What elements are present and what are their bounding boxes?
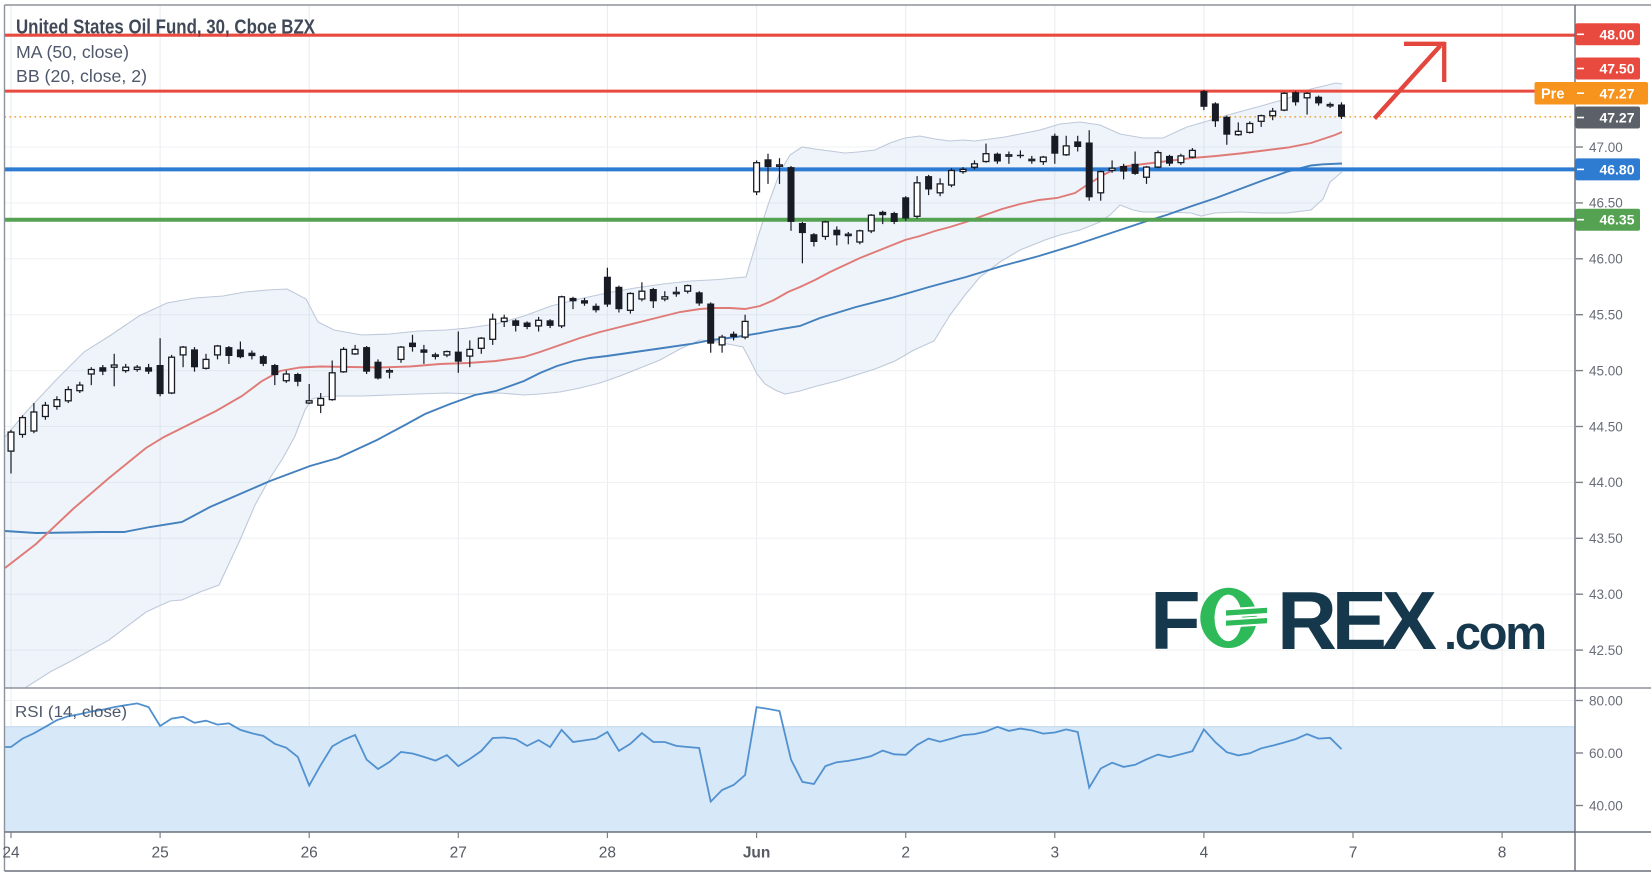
svg-text:.com: .com (1444, 606, 1547, 659)
svg-text:47.27: 47.27 (1599, 85, 1634, 101)
svg-text:Jun: Jun (743, 845, 771, 862)
svg-text:47.50: 47.50 (1599, 61, 1634, 77)
svg-text:26: 26 (301, 845, 318, 862)
svg-text:44.00: 44.00 (1589, 475, 1623, 490)
svg-text:25: 25 (151, 845, 168, 862)
svg-text:46.00: 46.00 (1589, 252, 1623, 267)
svg-text:43.00: 43.00 (1589, 587, 1623, 602)
svg-text:2: 2 (901, 845, 910, 862)
svg-text:46.50: 46.50 (1589, 196, 1623, 211)
svg-text:7: 7 (1349, 845, 1358, 862)
svg-text:45.00: 45.00 (1589, 363, 1623, 378)
svg-text:46.80: 46.80 (1599, 161, 1634, 177)
svg-text:40.00: 40.00 (1589, 798, 1623, 813)
svg-text:8: 8 (1498, 845, 1507, 862)
svg-text:80.00: 80.00 (1589, 693, 1623, 708)
svg-text:43.50: 43.50 (1589, 531, 1623, 546)
svg-text:RSI (14, close): RSI (14, close) (15, 704, 127, 721)
svg-text:REX: REX (1277, 574, 1437, 667)
svg-text:46.35: 46.35 (1599, 212, 1634, 228)
svg-text:42.50: 42.50 (1589, 643, 1623, 658)
svg-text:27: 27 (450, 845, 467, 862)
svg-text:48.00: 48.00 (1599, 26, 1634, 42)
svg-text:Pre: Pre (1541, 87, 1564, 103)
svg-text:BB (20, close, 2): BB (20, close, 2) (16, 66, 147, 86)
svg-text:3: 3 (1050, 845, 1059, 862)
svg-text:MA (50, close): MA (50, close) (16, 42, 129, 62)
svg-text:44.50: 44.50 (1589, 419, 1623, 434)
svg-text:United States Oil Fund, 30, Cb: United States Oil Fund, 30, Cboe BZX (16, 17, 316, 39)
svg-text:24: 24 (2, 845, 20, 862)
svg-text:4: 4 (1200, 845, 1209, 862)
svg-text:45.50: 45.50 (1589, 308, 1623, 323)
svg-text:28: 28 (599, 845, 616, 862)
svg-text:60.00: 60.00 (1589, 746, 1623, 761)
svg-text:47.00: 47.00 (1589, 140, 1623, 155)
svg-text:47.27: 47.27 (1599, 110, 1634, 126)
svg-text:F: F (1150, 574, 1201, 667)
